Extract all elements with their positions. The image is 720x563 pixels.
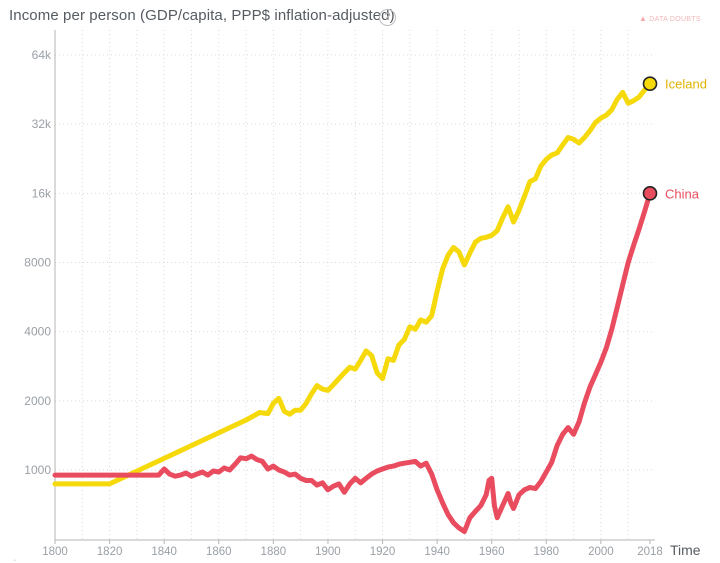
series-end-marker-china: [642, 186, 658, 201]
y-tick-label: 4000: [24, 325, 51, 339]
y-tick-label: 16k: [32, 186, 52, 200]
series-line-iceland: [52, 81, 653, 487]
y-tick-label: 32k: [32, 117, 52, 131]
x-tick-label: 1940: [424, 546, 450, 558]
data-doubts-link[interactable]: ▲ DATA DOUBTS: [639, 14, 701, 23]
x-tick-label: 1880: [261, 546, 287, 558]
series-line-china: [52, 190, 653, 534]
data-doubts-label: DATA DOUBTS: [649, 16, 701, 23]
x-tick-label: 1920: [370, 546, 396, 558]
axes: 1000 2000 4000 8000 16k 32k 64k 1800 1820 1840 186…: [24, 30, 701, 558]
chart-title: Income per person (GDP/capita, PPP$ infl…: [9, 7, 395, 24]
x-axis-label: Time: [670, 542, 701, 558]
corner-mark: ˛: [14, 552, 17, 561]
x-tick-label: 1860: [206, 546, 232, 558]
x-tick-label: 1800: [42, 546, 68, 558]
series-layer: [52, 76, 658, 534]
x-tick-label: 1980: [533, 546, 559, 558]
series-label-china: China: [665, 186, 700, 201]
x-tick-label: 1960: [479, 546, 505, 558]
series-end-marker-iceland: [642, 76, 658, 92]
warning-icon: ▲: [639, 14, 648, 23]
x-tick-label: 1900: [315, 546, 341, 558]
x-tick-label: 2000: [588, 546, 614, 558]
help-icon[interactable]: ?: [379, 9, 396, 26]
y-tick-label: 1000: [24, 463, 51, 477]
y-tick-label: 8000: [24, 256, 51, 270]
y-tick-label: 64k: [32, 48, 52, 62]
x-tick-label: 1840: [151, 546, 177, 558]
x-tick-label: 2018: [637, 546, 663, 558]
series-label-iceland: Iceland: [665, 77, 707, 92]
x-tick-label: 1820: [97, 546, 123, 558]
labels-layer: Iceland China ˛: [14, 77, 707, 561]
y-tick-label: 2000: [24, 394, 51, 408]
grid: [54, 30, 655, 540]
